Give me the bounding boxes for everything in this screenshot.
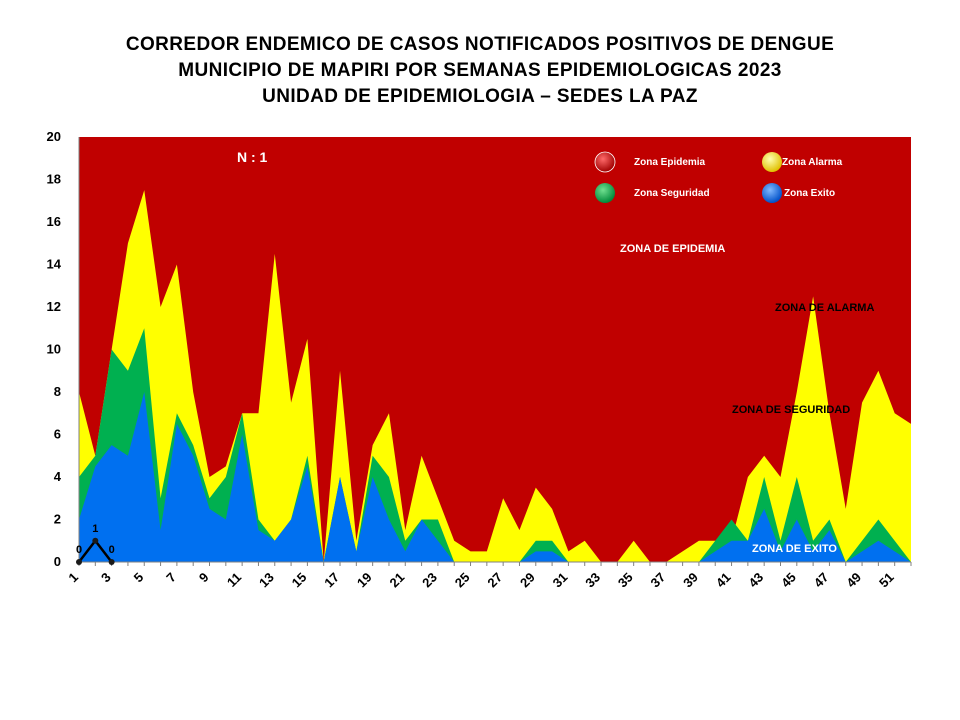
x-tick-label: 41 (713, 570, 734, 591)
legend-label-seguridad: Zona Seguridad (634, 188, 710, 199)
x-tick-label: 51 (876, 570, 897, 591)
cases-data-label: 0 (76, 544, 82, 556)
y-tick-label: 0 (54, 554, 61, 569)
x-tick-label: 27 (484, 570, 505, 591)
x-tick-label: 45 (778, 570, 799, 591)
y-tick-label: 6 (54, 427, 61, 442)
area-zona-alarma (79, 190, 911, 562)
x-tick-label: 13 (256, 570, 277, 591)
area-zona-exito (79, 392, 911, 562)
cases-point (76, 559, 82, 565)
x-tick-label: 35 (615, 570, 636, 591)
y-tick-label: 12 (47, 299, 61, 314)
legend-swatch-exito (762, 183, 782, 203)
zone-areas (79, 137, 911, 562)
x-tick-label: 3 (98, 570, 114, 586)
x-tick-label: 31 (550, 570, 571, 591)
x-tick-label: 29 (517, 570, 538, 591)
y-tick-label: 14 (47, 257, 62, 272)
x-tick-label: 19 (354, 570, 375, 591)
legend: Zona Epidemia Zona Alarma Zona Seguridad… (594, 151, 843, 203)
cases-point (108, 559, 115, 565)
y-tick-label: 2 (54, 512, 61, 527)
y-tick-label: 8 (54, 384, 61, 399)
chart-title: CORREDOR ENDEMICO DE CASOS NOTIFICADOS P… (0, 32, 960, 110)
y-tick-label: 16 (47, 214, 61, 229)
title-line-2: MUNICIPIO DE MAPIRI POR SEMANAS EPIDEMIO… (178, 60, 782, 81)
cases-data-label: 1 (92, 523, 98, 535)
x-tick-label: 37 (648, 570, 669, 591)
x-tick-label: 23 (419, 570, 440, 591)
x-tick-label: 39 (680, 570, 701, 591)
zone-label-seguridad: ZONA DE SEGURIDAD (732, 404, 850, 416)
cases-data-label: 0 (109, 544, 115, 556)
x-tick-label: 43 (745, 570, 766, 591)
n-annotation: N : 1 (237, 149, 268, 165)
title-line-1: CORREDOR ENDEMICO DE CASOS NOTIFICADOS P… (125, 34, 835, 55)
title-line-3: UNIDAD DE EPIDEMIOLOGIA – SEDES LA PAZ (262, 86, 698, 107)
legend-label-exito: Zona Exito (784, 188, 835, 199)
x-tick-label: 25 (452, 570, 473, 591)
y-tick-label: 18 (47, 172, 61, 187)
zone-label-epidemia: ZONA DE EPIDEMIA (620, 243, 725, 255)
x-tick-label: 21 (387, 570, 408, 591)
legend-swatch-alarma (762, 152, 782, 172)
legend-swatch-epidemia (594, 151, 616, 173)
x-tick-label: 5 (131, 570, 147, 586)
zone-label-exito: ZONA DE EXITO (752, 543, 837, 555)
y-tick-label: 10 (47, 342, 61, 357)
cases-series: 010 (76, 523, 115, 565)
legend-label-epidemia: Zona Epidemia (634, 157, 706, 168)
x-tick-label: 47 (811, 570, 832, 591)
x-tick-label: 11 (224, 570, 244, 590)
zone-label-alarma: ZONA DE ALARMA (775, 302, 874, 314)
x-tick-label: 33 (582, 570, 603, 591)
x-tick-label: 49 (843, 570, 864, 591)
cases-point (92, 537, 99, 544)
legend-label-alarma: Zona Alarma (782, 157, 843, 168)
legend-swatch-seguridad (595, 183, 615, 203)
x-tick-label: 1 (65, 570, 81, 586)
x-tick-label: 9 (196, 570, 212, 586)
x-tick-label: 17 (321, 570, 342, 591)
y-tick-label: 20 (47, 129, 61, 144)
y-tick-label: 4 (54, 469, 62, 484)
x-tick-label: 7 (163, 570, 179, 586)
x-tick-label: 15 (289, 570, 310, 591)
